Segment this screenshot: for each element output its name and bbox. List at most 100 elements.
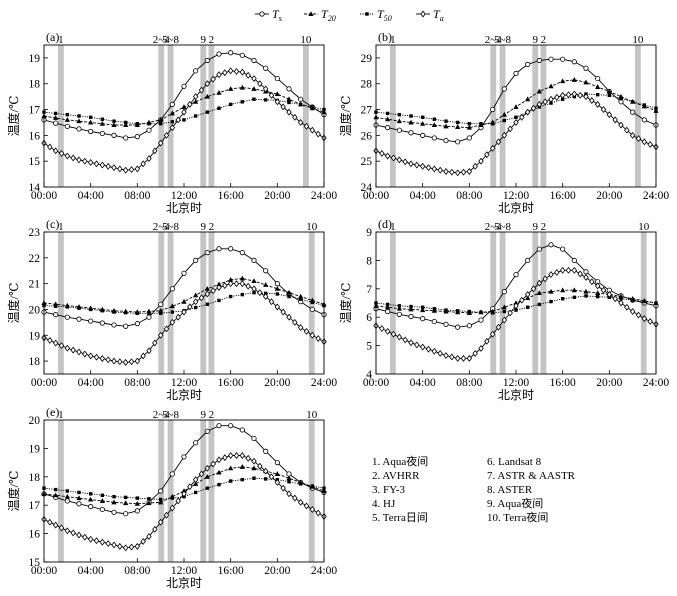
series-point <box>163 511 170 519</box>
y-tick-label: 19 <box>29 330 41 342</box>
series-point <box>193 490 198 495</box>
x-tick: 16:00 <box>218 558 244 577</box>
x-tick: 00:00 <box>363 370 389 389</box>
series-point <box>158 117 164 122</box>
series-point <box>495 138 502 146</box>
x-tick: 16:00 <box>550 183 576 202</box>
series-point <box>263 448 269 454</box>
x-tick-label: 08:00 <box>124 565 150 577</box>
overpass-band-rect <box>200 420 207 562</box>
overpass-band-rect <box>490 232 497 374</box>
y-tick-label: 5 <box>366 341 372 353</box>
series-point <box>228 102 233 107</box>
series-point <box>513 302 519 310</box>
series-point <box>216 51 222 57</box>
series-point <box>455 124 461 129</box>
series-point <box>52 521 59 529</box>
y-tick: 25 <box>361 156 380 168</box>
y-tick: 16 <box>29 529 48 541</box>
series-point <box>123 310 128 315</box>
series-T20 <box>41 275 327 315</box>
series-point <box>600 286 607 294</box>
series-point <box>251 435 257 442</box>
series-point <box>385 302 390 307</box>
series-point <box>402 158 408 166</box>
x-tick: 00:00 <box>31 558 57 577</box>
y-tick: 9 <box>366 227 380 239</box>
series-point <box>478 157 484 165</box>
series-point <box>216 456 222 464</box>
series-point <box>583 79 589 85</box>
series-point <box>524 291 531 298</box>
series-point <box>210 75 216 83</box>
series-line <box>43 52 325 139</box>
series-point <box>559 266 566 274</box>
series-point <box>204 474 210 479</box>
series-point <box>88 307 93 312</box>
series-point <box>298 297 303 301</box>
overpass-band: 2 <box>208 221 215 374</box>
series-point <box>595 84 601 89</box>
panel-label: (c) <box>46 217 59 231</box>
series-point <box>542 275 548 283</box>
overpass-band: 9 <box>200 409 207 562</box>
series-point <box>76 118 82 124</box>
x-tick-label: 00:00 <box>31 565 57 577</box>
series-point <box>181 83 187 89</box>
series-point <box>472 162 478 170</box>
x-tick: 04:00 <box>78 558 104 577</box>
x-tick-label: 04:00 <box>410 377 436 389</box>
series-point <box>501 131 508 139</box>
overpass-band-label: 9 <box>201 34 207 46</box>
series-point <box>198 470 205 478</box>
series-point <box>111 509 117 515</box>
series-point <box>100 493 105 497</box>
series-point <box>455 309 460 313</box>
series-point <box>111 164 117 172</box>
series-point <box>88 318 94 324</box>
overpass-band-label: 10 <box>632 34 644 46</box>
series-point <box>64 152 71 160</box>
x-tick: 16:00 <box>218 370 244 389</box>
x-tick: 04:00 <box>78 370 104 389</box>
series-point <box>239 275 245 281</box>
x-tick-label: 04:00 <box>78 565 104 577</box>
overpass-band: 5~8 <box>162 34 180 187</box>
series-Ta <box>41 452 327 552</box>
series-point <box>560 287 566 293</box>
series-point <box>134 508 140 514</box>
chart-panel-c: 1 2~45~8 9 2 10 18 19 20 21 22 23 00:00 04:00 08:00 12… <box>6 217 337 402</box>
series-point <box>93 353 100 361</box>
series-point <box>245 454 251 462</box>
series-Ts <box>41 50 327 141</box>
x-tick: 24:00 <box>311 370 337 389</box>
series-point <box>396 305 402 311</box>
overpass-band-rect <box>390 45 396 187</box>
y-axis-label: 温度/℃ <box>6 471 21 512</box>
y-axis-label: 温度/℃ <box>6 283 21 324</box>
series-point <box>252 476 256 480</box>
series-line <box>375 244 657 328</box>
series-point <box>181 454 187 460</box>
y-tick-label: 17 <box>29 500 41 512</box>
series-point <box>268 473 275 481</box>
series-point <box>642 103 647 107</box>
series-point <box>217 298 221 303</box>
y-tick: 7 <box>366 284 380 296</box>
series-point <box>263 65 269 71</box>
series-point <box>501 111 507 117</box>
series-point <box>52 339 59 347</box>
series-point <box>152 339 158 347</box>
series-point <box>479 310 483 314</box>
overpass-band: 2 <box>540 34 547 187</box>
series-point <box>286 96 292 102</box>
overpass-band-label: 2 <box>209 221 215 233</box>
series-point <box>286 86 292 92</box>
y-tick-label: 9 <box>366 227 372 239</box>
series-point <box>583 93 589 101</box>
overpass-band: 2 <box>208 34 215 187</box>
series-point <box>280 308 286 316</box>
series-point <box>303 502 310 510</box>
series-point <box>286 108 292 116</box>
